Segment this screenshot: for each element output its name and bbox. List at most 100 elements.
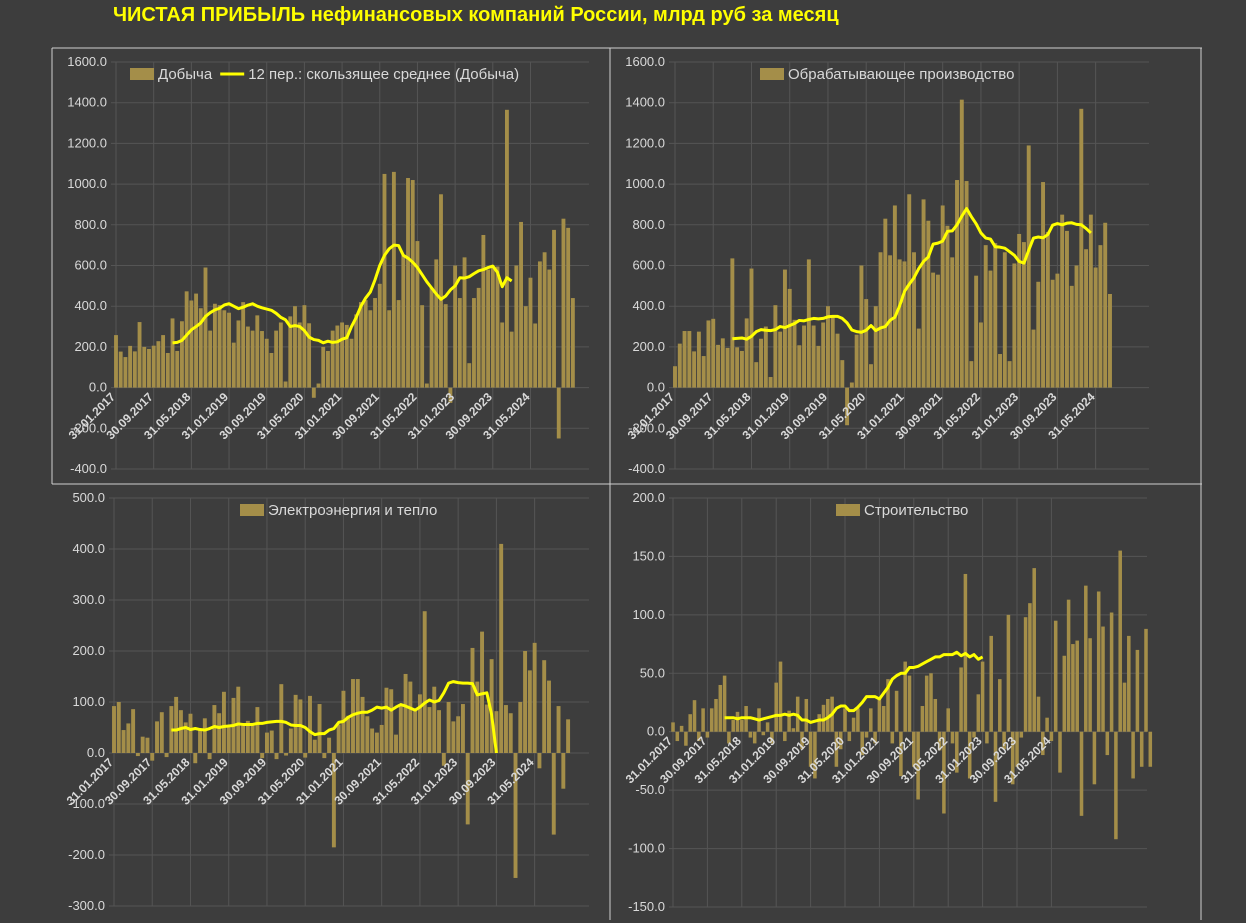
bar bbox=[523, 306, 528, 388]
bar bbox=[137, 322, 142, 388]
bar bbox=[817, 714, 821, 732]
bar bbox=[368, 310, 373, 388]
bar bbox=[1065, 230, 1069, 388]
bar bbox=[116, 702, 121, 753]
bar bbox=[778, 661, 783, 732]
y-tick-label: -400.0 bbox=[628, 461, 665, 476]
bar bbox=[1148, 731, 1153, 767]
bar bbox=[519, 221, 523, 388]
bar bbox=[1045, 717, 1049, 732]
bar bbox=[326, 350, 330, 388]
bar bbox=[847, 731, 852, 742]
bar bbox=[208, 330, 213, 388]
bar bbox=[489, 659, 494, 753]
y-tick-label: -200.0 bbox=[628, 420, 665, 435]
bar bbox=[203, 267, 208, 388]
bar bbox=[451, 721, 456, 753]
bar bbox=[484, 704, 489, 753]
bar bbox=[856, 708, 860, 732]
legend: Электроэнергия и тепло bbox=[240, 502, 437, 519]
bar bbox=[709, 708, 714, 732]
bar bbox=[806, 259, 811, 388]
bar bbox=[761, 731, 766, 736]
bar bbox=[527, 670, 532, 753]
bar bbox=[528, 277, 533, 388]
bar bbox=[749, 268, 754, 388]
bar bbox=[269, 353, 274, 388]
bar bbox=[835, 333, 840, 388]
bar bbox=[851, 717, 856, 732]
y-tick-label: 400.0 bbox=[72, 541, 105, 556]
bar bbox=[308, 695, 312, 753]
bar bbox=[255, 315, 260, 388]
bar bbox=[150, 753, 155, 761]
bar bbox=[701, 708, 705, 732]
legend-swatch-bar bbox=[130, 68, 154, 80]
bar bbox=[845, 387, 850, 426]
bar bbox=[711, 318, 716, 388]
bar bbox=[897, 259, 902, 388]
bar bbox=[354, 314, 359, 388]
bar bbox=[358, 302, 363, 388]
bar bbox=[964, 181, 969, 388]
bar bbox=[920, 706, 925, 732]
y-tick-label: -300.0 bbox=[68, 898, 105, 913]
bar bbox=[774, 682, 778, 732]
y-tick-label: 500.0 bbox=[72, 490, 105, 505]
bar bbox=[998, 679, 1002, 732]
bar bbox=[231, 342, 236, 388]
bar bbox=[791, 728, 796, 732]
bar bbox=[894, 690, 899, 732]
chart-mining: 1600.0 1400.0 1200.0 1000.0 800.0 600.0 400.0 2… bbox=[66, 54, 589, 476]
bar bbox=[1079, 108, 1084, 388]
y-tick-label: 0.0 bbox=[647, 380, 665, 395]
bar bbox=[697, 731, 701, 742]
bar bbox=[998, 354, 1002, 388]
bar bbox=[303, 753, 308, 758]
bar bbox=[813, 731, 817, 779]
bar bbox=[692, 700, 697, 732]
bar bbox=[159, 712, 164, 753]
bar bbox=[533, 323, 538, 388]
bar bbox=[804, 698, 809, 732]
bar bbox=[783, 731, 787, 742]
y-tick-label: 600.0 bbox=[632, 258, 665, 273]
bar bbox=[864, 299, 869, 388]
y-tick-label: -150.0 bbox=[628, 899, 665, 914]
bar bbox=[193, 753, 198, 764]
bar bbox=[437, 710, 441, 753]
bar bbox=[374, 732, 379, 753]
bar bbox=[476, 287, 481, 388]
bar bbox=[523, 651, 528, 753]
bar bbox=[250, 723, 255, 753]
bar bbox=[260, 753, 265, 759]
bar bbox=[344, 324, 349, 388]
bar bbox=[1010, 731, 1015, 785]
bar bbox=[811, 325, 816, 388]
bar bbox=[293, 306, 297, 388]
bar bbox=[763, 326, 768, 388]
bar bbox=[495, 266, 500, 388]
bar bbox=[802, 325, 807, 388]
bar bbox=[505, 109, 509, 388]
bar bbox=[155, 721, 159, 753]
bar bbox=[752, 731, 757, 744]
bar bbox=[264, 338, 269, 388]
bar bbox=[212, 303, 217, 388]
bar bbox=[420, 305, 425, 388]
bar bbox=[677, 343, 682, 388]
bar bbox=[916, 328, 921, 388]
bar bbox=[955, 731, 959, 773]
bar bbox=[735, 711, 740, 732]
bar bbox=[830, 317, 835, 388]
bar bbox=[684, 731, 688, 746]
bar bbox=[883, 218, 888, 388]
bar bbox=[274, 330, 279, 388]
bar bbox=[236, 686, 241, 753]
bar bbox=[935, 274, 940, 388]
bar bbox=[1055, 273, 1060, 388]
bar bbox=[207, 753, 212, 760]
bar bbox=[561, 753, 566, 789]
bar bbox=[494, 711, 499, 753]
bar bbox=[236, 320, 241, 388]
